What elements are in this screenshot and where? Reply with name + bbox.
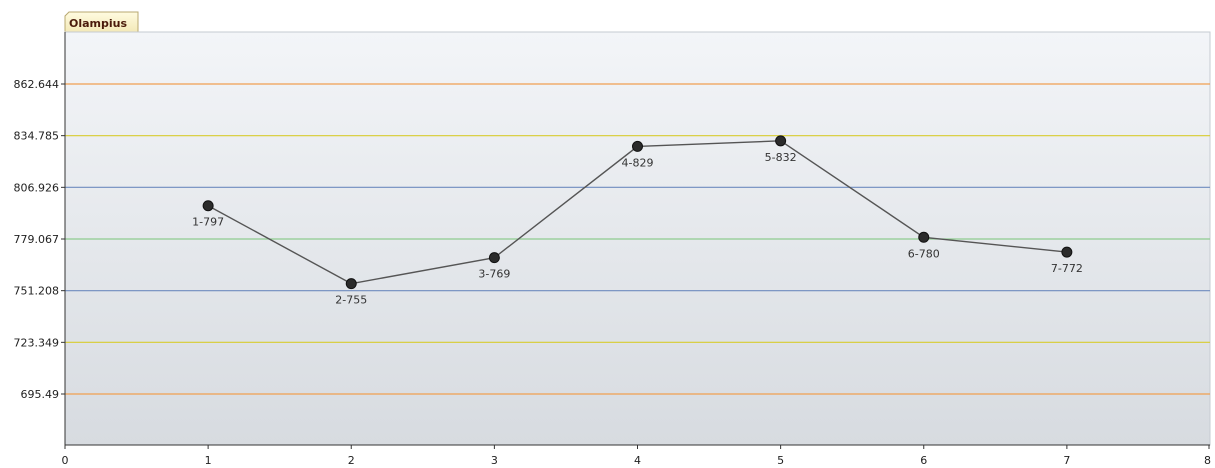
y-tick-label: 834.785 <box>14 130 60 143</box>
x-tick-label: 2 <box>348 454 355 467</box>
data-point <box>488 252 500 264</box>
data-point <box>632 140 643 152</box>
data-point <box>202 200 214 212</box>
y-tick-label: 723.349 <box>14 336 60 349</box>
x-axis-ticks: 0 1 2 3 4 5 6 7 8 <box>62 445 1211 467</box>
x-tick-label: 5 <box>777 454 784 467</box>
x-tick-label: 3 <box>491 454 498 467</box>
chart-title-tab: Olampius <box>64 11 139 33</box>
y-tick-label: 751.208 <box>14 285 60 298</box>
data-label: 3-769 <box>478 268 510 281</box>
y-tick-label: 779.067 <box>14 233 60 246</box>
data-label: 2-755 <box>335 294 367 307</box>
x-tick-label: 8 <box>1204 454 1211 467</box>
series-group: 1-797 2-755 3-769 4-829 5-832 6-780 7-772 <box>192 135 1083 307</box>
y-tick-label: 862.644 <box>14 78 60 91</box>
x-tick-label: 1 <box>205 454 212 467</box>
data-point <box>775 135 787 147</box>
data-point <box>345 278 357 290</box>
chart-title: Olampius <box>69 17 127 30</box>
x-tick-label: 7 <box>1063 454 1070 467</box>
gridlines <box>65 83 1210 395</box>
data-label: 1-797 <box>192 216 224 229</box>
y-tick-label: 806.926 <box>14 181 60 194</box>
data-label: 4-829 <box>622 156 654 169</box>
x-tick-label: 4 <box>634 454 641 467</box>
data-point <box>918 231 930 243</box>
y-axis-ticks: 695.49 723.349 751.208 779.067 806.926 834.78… <box>14 78 65 401</box>
data-label: 5-832 <box>765 151 797 164</box>
data-label: 7-772 <box>1051 262 1083 275</box>
y-tick-label: 695.49 <box>21 388 60 401</box>
x-tick-label: 6 <box>920 454 927 467</box>
x-tick-label: 0 <box>62 454 69 467</box>
data-label: 6-780 <box>908 247 940 260</box>
data-point <box>1061 246 1073 258</box>
